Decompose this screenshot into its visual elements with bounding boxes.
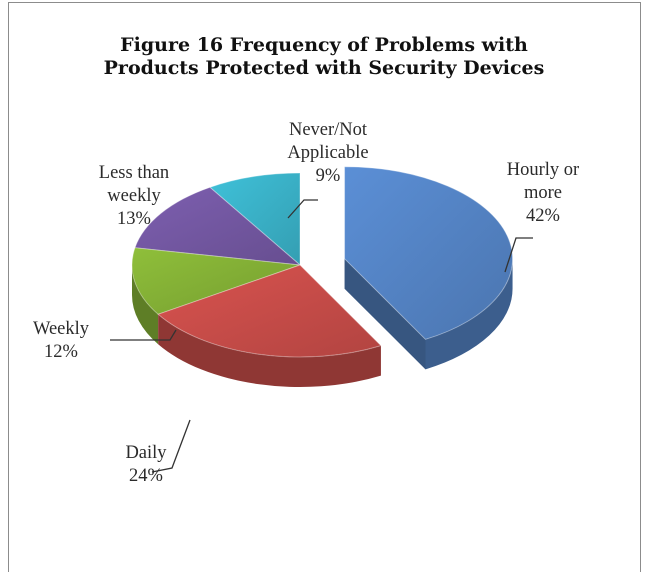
slice-hourly-or-more bbox=[344, 166, 514, 340]
slice-weekly bbox=[131, 247, 301, 315]
leader-daily bbox=[151, 419, 191, 473]
slice-daily bbox=[157, 264, 382, 358]
chart-title-line-1: Figure 16 Frequency of Problems with bbox=[120, 34, 528, 56]
leader-hourly bbox=[504, 237, 533, 273]
label-less-than-weekly-value: 13% bbox=[117, 209, 151, 229]
chart-title-line-2: Products Protected with Security Devices bbox=[103, 57, 545, 79]
slice-wall-hourly-or-more-1 bbox=[344, 258, 426, 370]
slice-side-hourly-or-more bbox=[425, 258, 513, 370]
label-daily: Daily 24% bbox=[96, 442, 196, 488]
label-hourly: Hourly or more 42% bbox=[480, 159, 606, 228]
label-never-line-2: Applicable bbox=[287, 143, 369, 163]
leader-never bbox=[287, 199, 318, 219]
chart-frame bbox=[8, 2, 641, 572]
label-hourly-line-2: more bbox=[523, 183, 562, 203]
label-hourly-value: 42% bbox=[526, 206, 560, 226]
label-never-value: 9% bbox=[315, 166, 341, 186]
slice-side-daily bbox=[158, 314, 381, 388]
chart-title: Figure 16 Frequency of Problems with Pro… bbox=[0, 34, 648, 80]
label-never-line-1: Never/Not bbox=[288, 120, 368, 140]
leader-weekly bbox=[110, 329, 177, 341]
label-hourly-line-1: Hourly or bbox=[506, 160, 580, 180]
label-weekly-value: 12% bbox=[44, 342, 78, 362]
label-less-than-weekly-line-1: Less than bbox=[98, 163, 170, 183]
label-less-than-weekly-line-2: weekly bbox=[107, 186, 161, 206]
slice-less-than-weekly bbox=[134, 186, 302, 266]
label-daily-value: 24% bbox=[129, 466, 163, 486]
label-never: Never/Not Applicable 9% bbox=[263, 119, 393, 188]
label-weekly: Weekly 12% bbox=[1, 318, 121, 364]
label-daily-line-1: Daily bbox=[125, 443, 167, 463]
label-less-than-weekly: Less than weekly 13% bbox=[74, 162, 194, 231]
slice-side-weekly bbox=[132, 265, 159, 345]
label-weekly-line-1: Weekly bbox=[32, 319, 90, 339]
slice-never-not-applicable bbox=[208, 172, 301, 267]
